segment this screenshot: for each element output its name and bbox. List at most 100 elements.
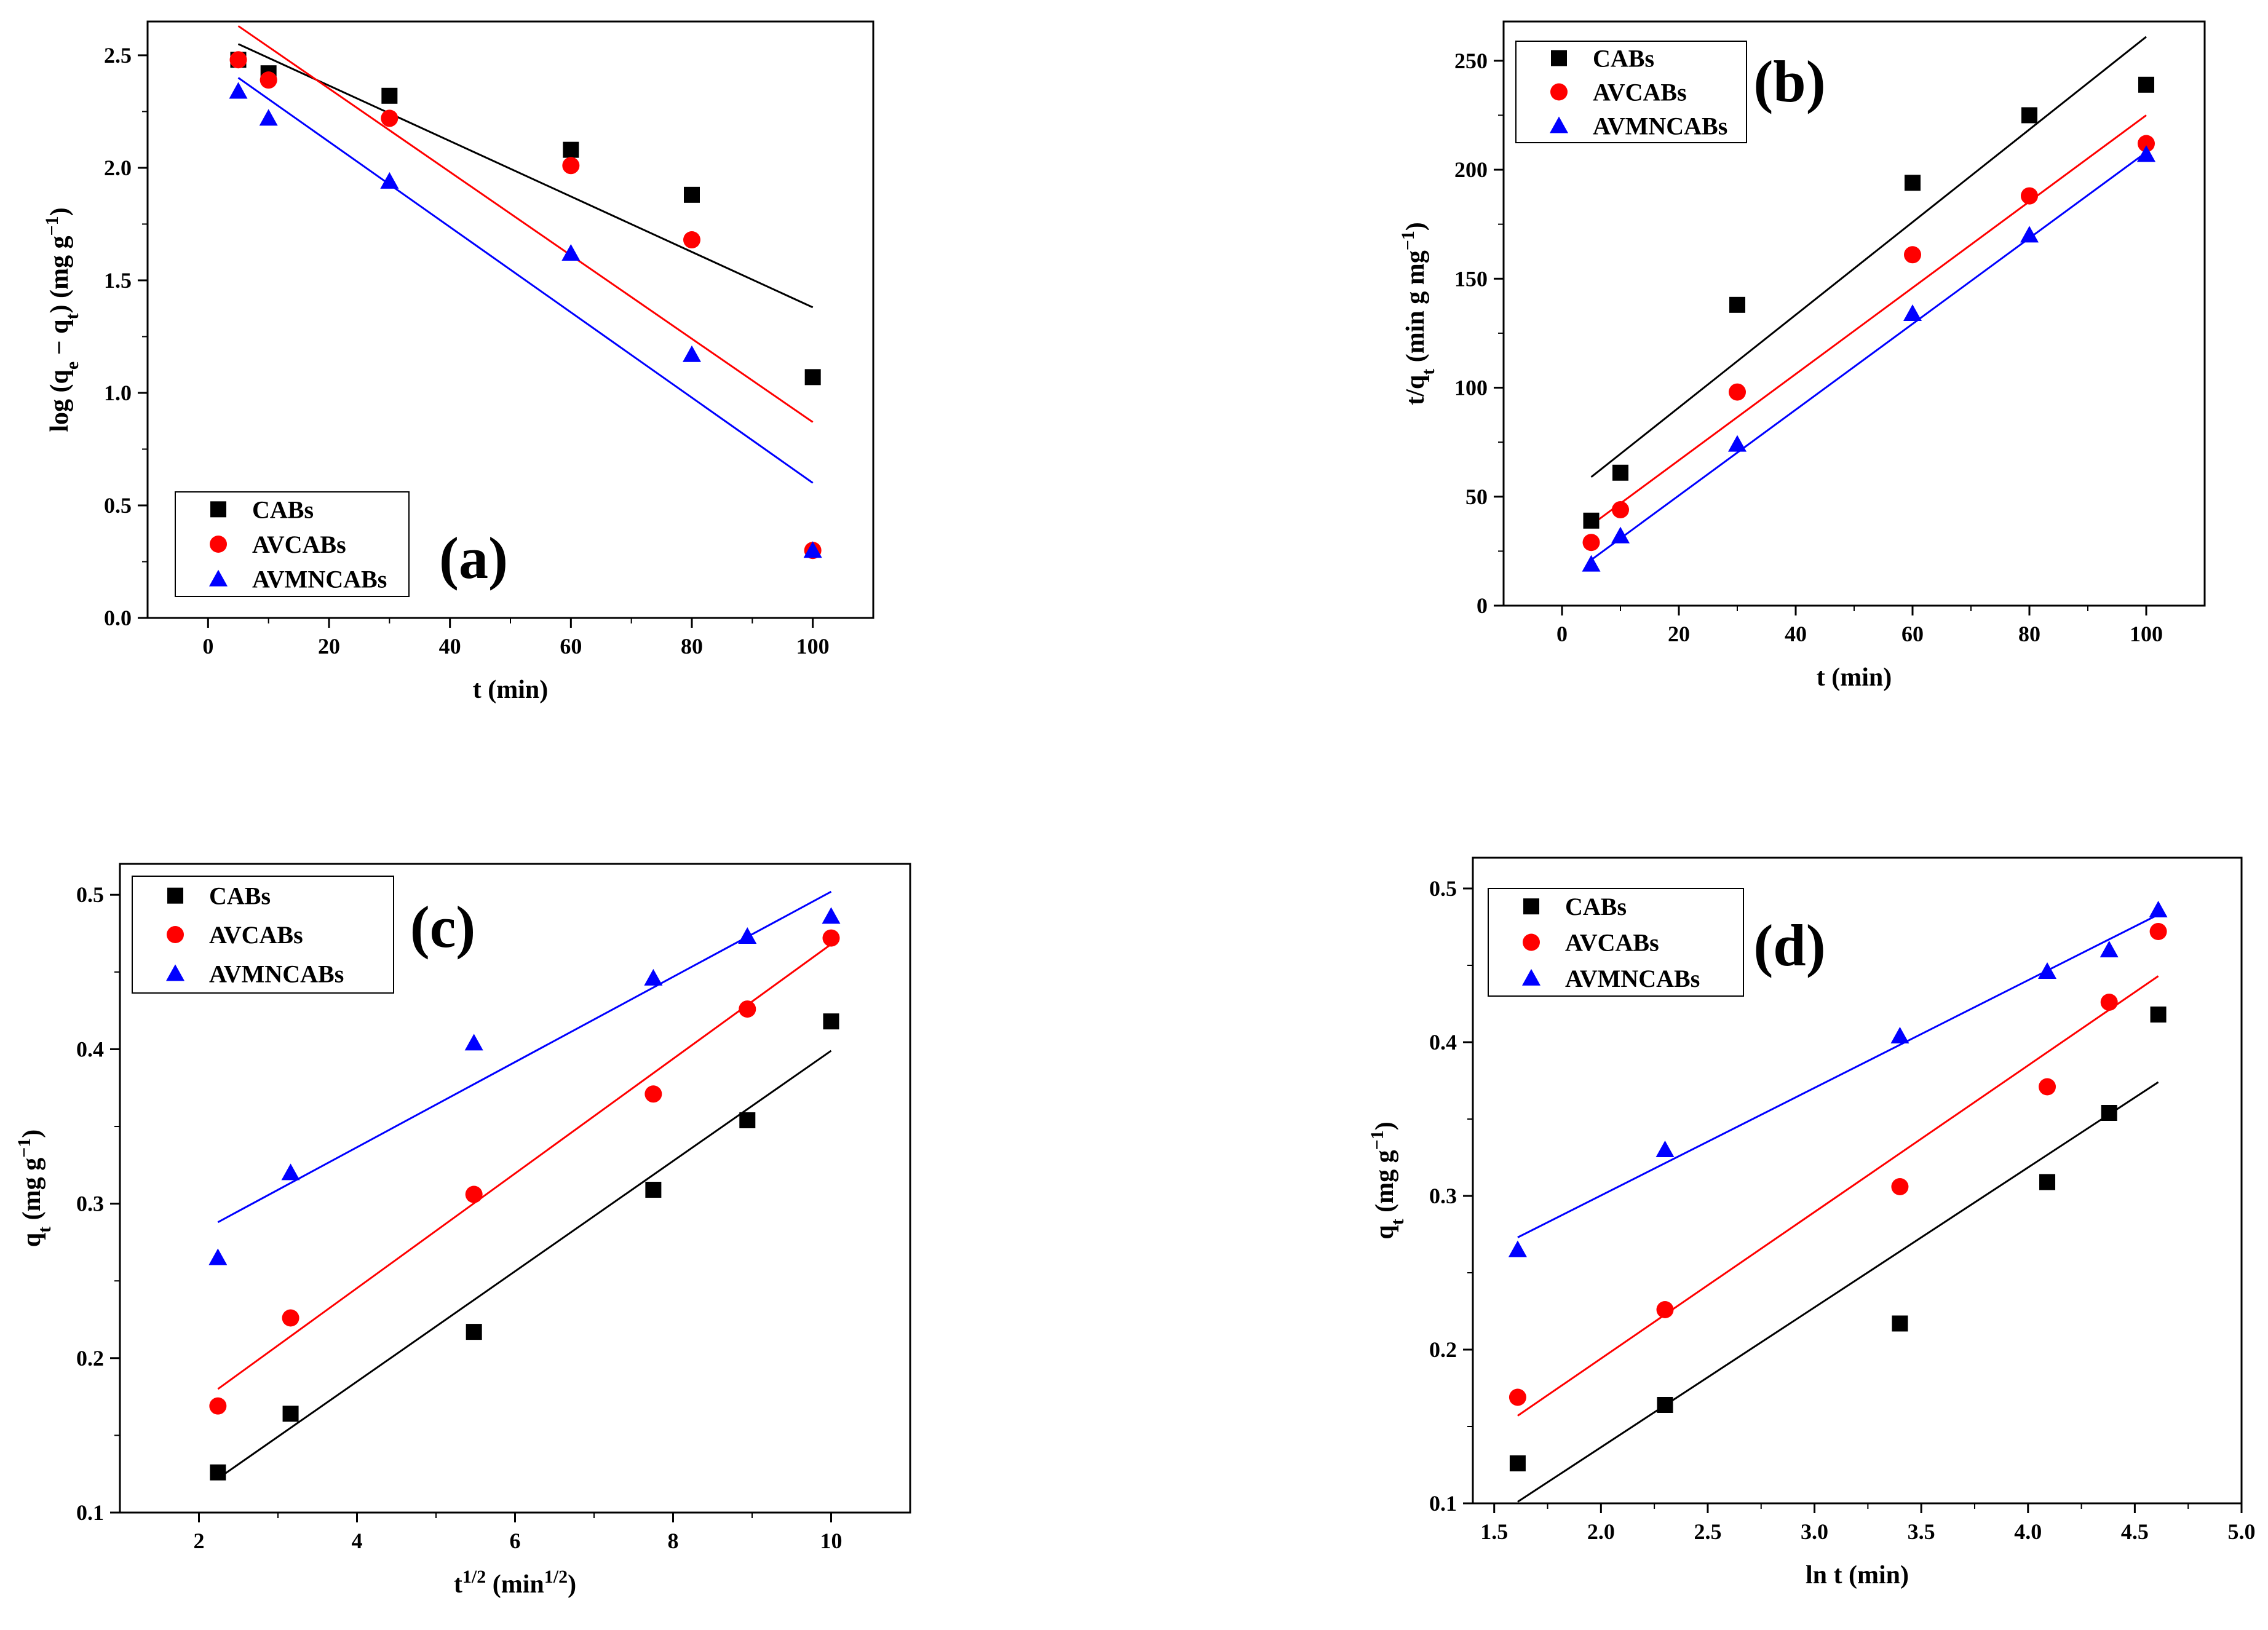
fit-line-avmncabs (1590, 151, 2147, 561)
data-point-cabs (1509, 1455, 1526, 1471)
y-tick-label: 0.0 (104, 606, 132, 630)
x-tick-label: 100 (796, 634, 830, 659)
data-point-cabs (2039, 1174, 2056, 1190)
y-tick-label: 0.4 (76, 1037, 104, 1061)
x-tick-label: 40 (439, 634, 461, 659)
legend-marker-avmncabs (1550, 116, 1568, 133)
y-tick-label: 150 (1454, 266, 1488, 291)
data-point-avmncabs (1582, 555, 1601, 572)
y-tick-label: 0.5 (1429, 876, 1457, 901)
y-axis-label: qt (mg g−1) (14, 1130, 55, 1247)
y-tick-label: 250 (1454, 49, 1488, 73)
fit-line-avmncabs (237, 77, 814, 484)
x-axis-label: ln t (min) (1806, 1561, 1909, 1589)
data-point-cabs (466, 1324, 482, 1340)
data-point-avmncabs (2020, 226, 2039, 243)
data-point-avmncabs (2149, 901, 2168, 917)
data-point-avmncabs (2099, 941, 2119, 957)
data-point-cabs (804, 369, 821, 386)
legend-marker-cabs (210, 501, 226, 518)
y-tick-label: 0.1 (76, 1500, 104, 1525)
panel-d: 1.5 2.0 2.5 3.0 3.5 4.0 4.5 5.0 0.1 0.2 0.3 0.4 0.5 l… (1367, 857, 2256, 1589)
x-tick-label: 2.5 (1694, 1519, 1721, 1544)
fit-line-avmncabs (1517, 914, 2159, 1238)
data-point-avcabs (465, 1185, 483, 1203)
y-tick-label: 0.3 (76, 1192, 104, 1216)
data-point-avcabs (1729, 383, 1746, 401)
legend-marker-avcabs (210, 536, 227, 553)
legend-label-avcabs: AVCABs (209, 921, 303, 949)
data-point-avcabs (1656, 1301, 1674, 1318)
x-tick-label: 80 (2018, 622, 2040, 646)
y-tick-label: 1.0 (104, 381, 132, 405)
y-tick-label: 2.5 (104, 43, 132, 68)
y-tick-label: 0.1 (1429, 1491, 1457, 1516)
data-point-avmncabs (683, 345, 701, 362)
fit-line-cabs (217, 1050, 832, 1479)
data-point-avcabs (2039, 1078, 2056, 1096)
data-point-cabs (1892, 1315, 1908, 1332)
y-tick-label: 0.2 (1429, 1337, 1457, 1362)
data-point-avcabs (229, 51, 247, 69)
legend-marker-avmncabs (166, 964, 184, 981)
fit-line-cabs (1517, 1081, 2159, 1503)
data-point-cabs (823, 1013, 839, 1030)
data-point-avcabs (2149, 923, 2167, 940)
data-point-avmncabs (1611, 526, 1630, 544)
legend: CABs AVCABs AVMNCABs (1515, 41, 1747, 143)
y-axis-label: log (qe − qt) (mg g−1) (42, 207, 82, 432)
data-point-avmncabs (464, 1034, 483, 1051)
data-point-avcabs (381, 109, 398, 127)
data-point-avmncabs (803, 541, 822, 558)
data-point-avmncabs (1890, 1027, 1909, 1043)
x-tick-label: 60 (560, 634, 582, 659)
x-tick-label: 2.0 (1587, 1519, 1615, 1544)
legend-label-avmncabs: AVMNCABs (209, 960, 344, 987)
fit-line-avcabs (1590, 114, 2147, 526)
y-axis-label: qt (mg g−1) (1367, 1122, 1408, 1239)
plot-frame (1472, 857, 2243, 1505)
legend-label-cabs: CABs (252, 496, 314, 523)
x-tick-label: 100 (2130, 622, 2163, 646)
data-point-avcabs (260, 71, 277, 89)
data-point-avmncabs (380, 172, 399, 189)
data-point-avmncabs (1655, 1141, 1675, 1157)
x-axis-label: t (min) (1817, 663, 1892, 692)
x-axis-label: t1/2 (min1/2) (454, 1567, 576, 1599)
fit-line-avcabs (237, 25, 814, 423)
data-point-cabs (1657, 1397, 1673, 1413)
data-point-avmncabs (1508, 1240, 1527, 1257)
data-point-cabs (2101, 1105, 2117, 1121)
fit-line-avcabs (1517, 975, 2159, 1417)
data-point-avmncabs (259, 109, 278, 126)
legend-label-avmncabs: AVMNCABs (1593, 113, 1727, 140)
data-point-avcabs (282, 1309, 299, 1327)
fit-line-avmncabs (217, 890, 832, 1224)
legend-label-cabs: CABs (209, 882, 271, 910)
panel-b: 0 20 40 60 80 100 0 50 100 150 200 250 t (min) t/qt (… (1398, 20, 2206, 692)
legend-label-avcabs: AVCABs (1565, 929, 1659, 957)
legend: CABs AVCABs AVMNCABs (1488, 888, 1744, 997)
data-point-cabs (2138, 76, 2154, 93)
legend: CABs AVCABs AVMNCABs (132, 876, 394, 994)
data-point-avmncabs (208, 1248, 228, 1265)
y-tick-label: 0.4 (1429, 1030, 1457, 1054)
data-point-cabs (381, 87, 398, 104)
x-tick-label: 0 (1556, 622, 1568, 646)
x-tick-label: 4.5 (2121, 1519, 2149, 1544)
x-tick-label: 80 (681, 634, 703, 659)
data-point-avcabs (1509, 1388, 1526, 1406)
y-tick-label: 0.5 (76, 882, 104, 907)
x-tick-label: 20 (1668, 622, 1690, 646)
data-point-cabs (282, 1406, 299, 1422)
data-point-cabs (1729, 296, 1745, 313)
panel-label: (b) (1753, 49, 1825, 114)
legend-label-avmncabs: AVMNCABs (252, 566, 387, 593)
data-point-cabs (2150, 1007, 2167, 1023)
data-point-cabs (2021, 107, 2037, 124)
y-tick-label: 0.3 (1429, 1184, 1457, 1208)
data-point-avmncabs (281, 1163, 300, 1181)
data-point-cabs (210, 1464, 226, 1481)
x-tick-label: 5.0 (2228, 1519, 2256, 1544)
data-point-avcabs (562, 157, 580, 175)
